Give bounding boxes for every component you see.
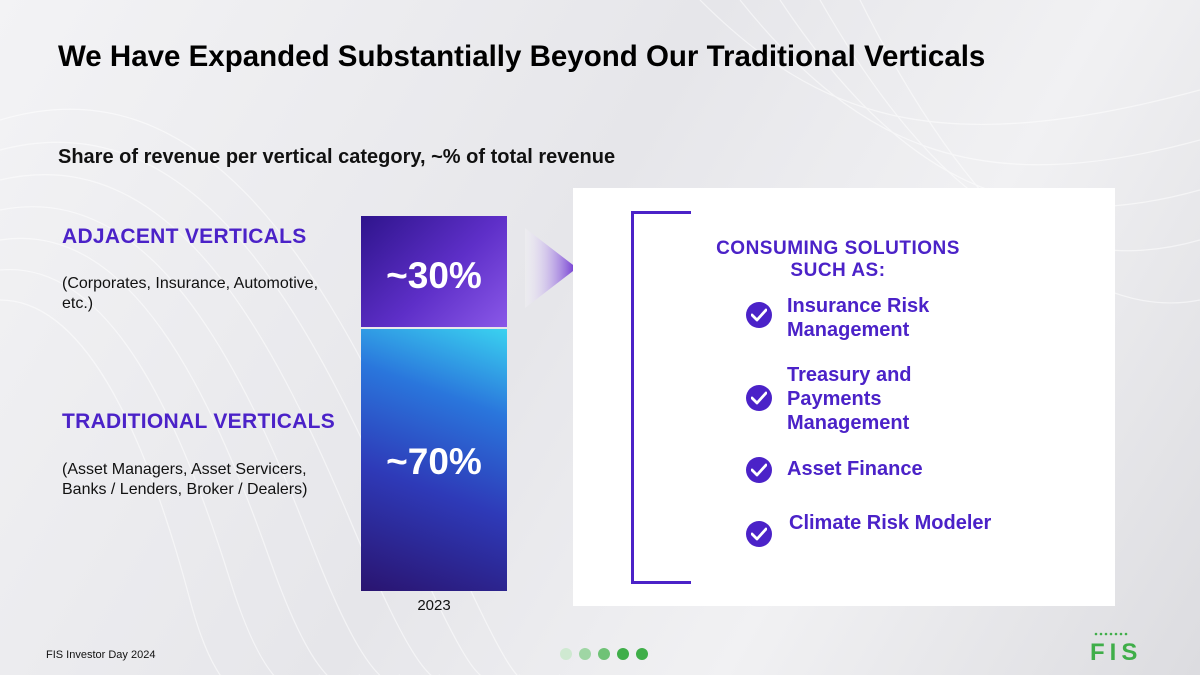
arrow-chevron-icon: [525, 228, 577, 308]
fis-logo: FIS: [1090, 632, 1162, 667]
check-circle-icon: [746, 385, 772, 411]
pagination-dot: [579, 648, 591, 660]
traditional-verticals-label: TRADITIONAL VERTICALS: [62, 410, 336, 433]
bar-adjacent-verticals: ~30%: [361, 216, 507, 327]
solutions-heading: CONSUMING SOLUTIONS SUCH AS:: [716, 238, 960, 281]
fis-logo-icon: FIS: [1090, 632, 1142, 666]
pagination-dot: [560, 648, 572, 660]
traditional-verticals-description: (Asset Managers, Asset Servicers, Banks …: [62, 461, 308, 498]
pagination-dot: [598, 648, 610, 660]
adjacent-verticals-label: ADJACENT VERTICALS: [62, 225, 307, 248]
check-circle-icon: [746, 457, 772, 483]
bar-adjacent-value-label: ~30%: [386, 255, 482, 297]
solution-item-label: Asset Finance: [787, 458, 923, 480]
footer-text: FIS Investor Day 2024: [46, 649, 156, 661]
slide-title: We Have Expanded Substantially Beyond Ou…: [58, 40, 986, 73]
adjacent-verticals-description: (Corporates, Insurance, Automotive, etc.…: [62, 275, 319, 312]
solution-item-label: Insurance Risk Management: [787, 295, 930, 341]
solution-item-label: Climate Risk Modeler: [789, 512, 992, 534]
bar-traditional-verticals: ~70%: [361, 328, 507, 591]
bar-traditional-value-label: ~70%: [386, 441, 482, 483]
solution-item-label: Treasury and Payments Management: [787, 364, 912, 434]
x-axis-category-label: 2023: [417, 597, 451, 614]
pagination-dot: [617, 648, 629, 660]
chart-subtitle: Share of revenue per vertical category, …: [58, 146, 616, 168]
check-circle-icon: [746, 302, 772, 328]
fis-logo-text: FIS: [1090, 639, 1142, 662]
solutions-bracket: [631, 211, 691, 584]
solutions-panel: [573, 188, 1115, 606]
check-circle-icon: [746, 521, 772, 547]
pagination-dot: [636, 648, 648, 660]
